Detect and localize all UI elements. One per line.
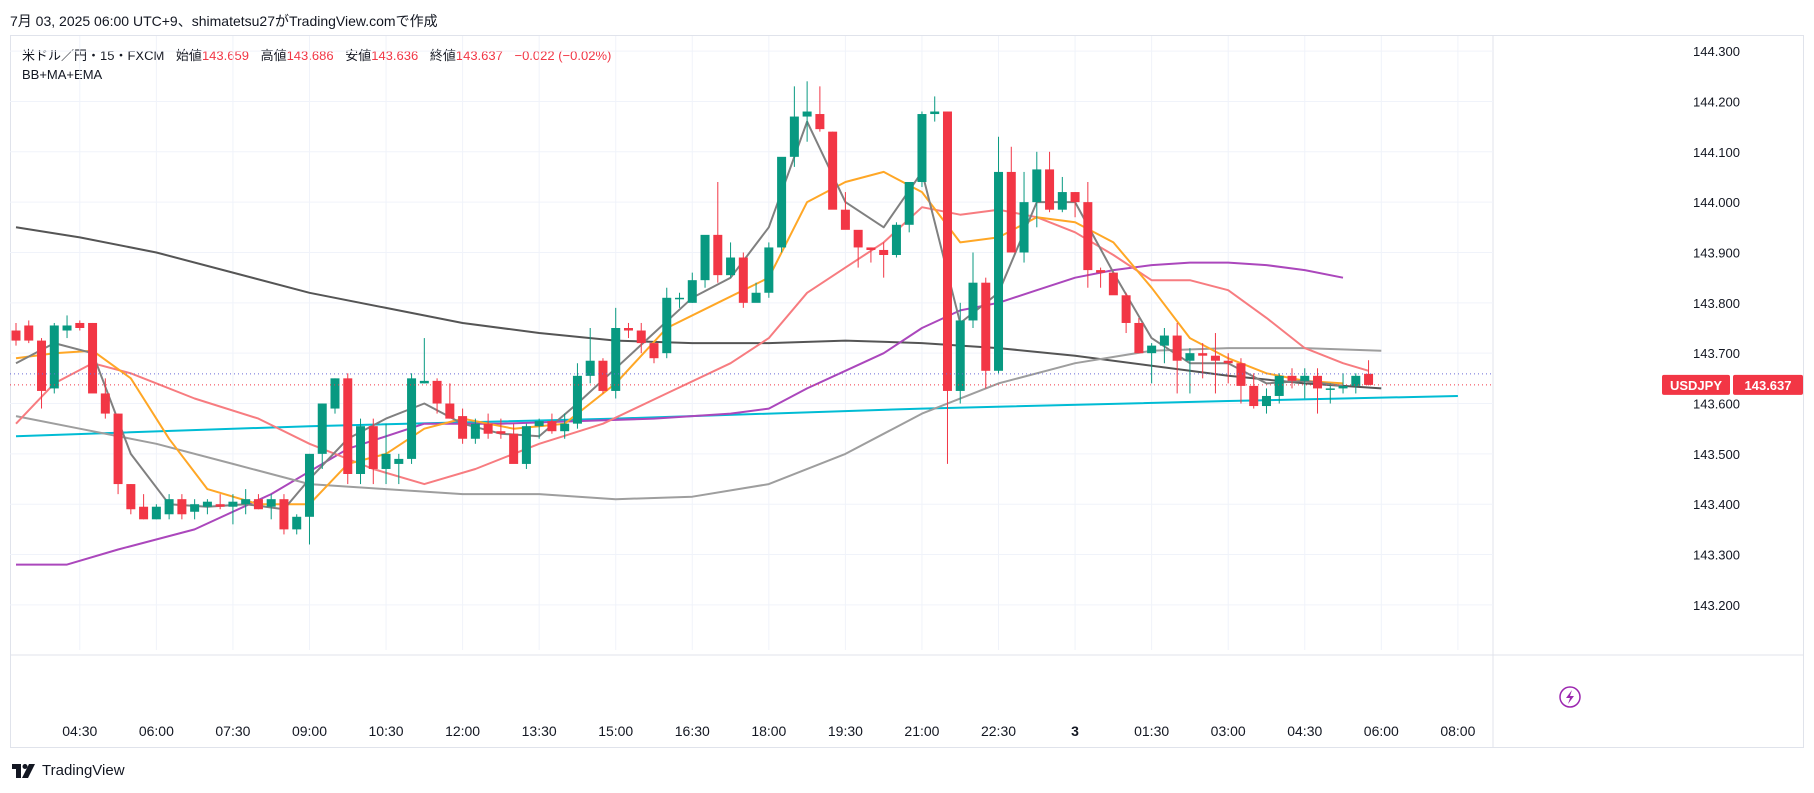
footer-brand[interactable]: TradingView bbox=[12, 762, 125, 779]
high-value: 143.686 bbox=[286, 48, 334, 63]
indicator-label[interactable]: BB+MA+EMA bbox=[22, 67, 103, 82]
chart-frame[interactable] bbox=[10, 35, 1804, 748]
tradingview-logo-icon bbox=[12, 763, 35, 778]
close-value: 143.637 bbox=[455, 48, 503, 63]
open-value: 143.659 bbox=[201, 48, 249, 63]
ohlc-legend: 米ドル／円・15・FXCM 始値143.659 高値143.686 安値143.… bbox=[22, 45, 611, 64]
brand-name: TradingView bbox=[42, 762, 125, 779]
high-label: 高値 bbox=[260, 48, 287, 63]
low-label: 安値 bbox=[345, 48, 372, 63]
change-value: −0.022 (−0.02%) bbox=[514, 48, 612, 63]
chart-caption: 7月 03, 2025 06:00 UTC+9、shimatetsu27がTra… bbox=[10, 13, 438, 29]
symbol-label: 米ドル／円・15・FXCM bbox=[22, 48, 165, 63]
open-label: 始値 bbox=[175, 48, 202, 63]
low-value: 143.636 bbox=[371, 48, 419, 63]
close-label: 終値 bbox=[429, 48, 456, 63]
